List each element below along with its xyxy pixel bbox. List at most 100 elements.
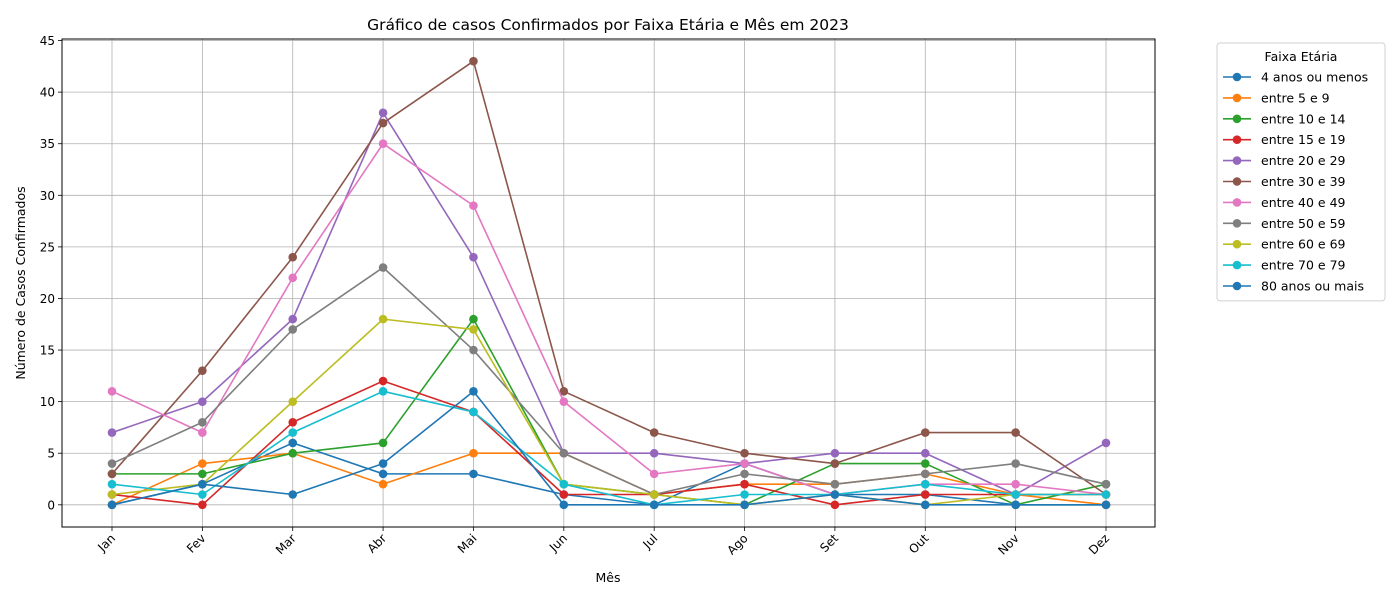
- data-point: [378, 479, 388, 489]
- data-point: [288, 252, 298, 262]
- data-point: [378, 314, 388, 324]
- data-point: [559, 397, 569, 406]
- legend-marker: [1232, 281, 1242, 291]
- legend-marker: [1232, 93, 1242, 103]
- legend: Faixa Etária 4 anos ou menos entre 5 e 9 en…: [1216, 42, 1386, 302]
- data-point: [830, 459, 840, 468]
- data-point: [1011, 459, 1020, 468]
- data-point: [469, 314, 478, 324]
- data-point: [649, 500, 659, 510]
- data-point: [288, 490, 298, 499]
- x-tick-label: Nov: [995, 531, 1021, 557]
- data-point: [469, 469, 478, 479]
- data-point: [740, 490, 749, 499]
- legend-box: [1216, 42, 1386, 302]
- data-point: [288, 428, 298, 437]
- series-line: [111, 318, 1106, 506]
- legend-item: entre 70 e 79: [1223, 258, 1346, 273]
- data-point: [1101, 479, 1111, 489]
- data-point: [378, 438, 388, 448]
- y-tick-label: 40: [40, 86, 55, 100]
- data-point: [469, 345, 478, 355]
- x-tick-label: Fev: [184, 531, 209, 556]
- data-point: [107, 469, 117, 479]
- data-point: [469, 448, 478, 458]
- data-point: [198, 469, 207, 479]
- x-axis-label: Mês: [596, 570, 621, 585]
- data-point: [469, 407, 478, 417]
- x-tick-label: Jun: [546, 531, 570, 555]
- x-tick-label: Mai: [455, 531, 480, 556]
- legend-label: entre 20 e 29: [1261, 153, 1346, 168]
- legend-label: entre 15 e 19: [1261, 132, 1346, 147]
- legend-item: entre 15 e 19: [1223, 132, 1346, 147]
- x-tick-label: Mar: [273, 531, 299, 557]
- data-point: [198, 500, 207, 510]
- legend-label: entre 60 e 69: [1261, 237, 1346, 252]
- data-point: [378, 118, 388, 128]
- legend-marker: [1232, 260, 1242, 270]
- data-point: [469, 56, 478, 66]
- x-tick-label: Jul: [639, 531, 660, 552]
- data-point: [830, 448, 840, 458]
- data-point: [830, 490, 840, 499]
- legend-label: entre 10 e 14: [1261, 111, 1346, 126]
- data-point: [107, 387, 117, 396]
- legend-marker: [1232, 219, 1242, 228]
- legend-item: entre 5 e 9: [1223, 90, 1330, 105]
- data-point: [378, 459, 388, 468]
- data-point: [920, 469, 930, 479]
- series-line: [111, 380, 1106, 506]
- legend-item: entre 30 e 39: [1223, 174, 1346, 189]
- data-point: [920, 428, 930, 437]
- data-point: [740, 500, 749, 510]
- data-point: [107, 428, 117, 437]
- legend-label: 80 anos ou mais: [1261, 279, 1364, 294]
- legend-label: entre 50 e 59: [1261, 216, 1346, 231]
- data-point: [288, 417, 298, 427]
- legend-marker: [1232, 156, 1242, 165]
- data-point: [740, 459, 749, 468]
- x-tick-label: Ago: [724, 531, 750, 557]
- data-point: [559, 500, 569, 510]
- legend-label: entre 70 e 79: [1261, 258, 1346, 273]
- series-line: [111, 390, 1106, 506]
- legend-item: 4 anos ou menos: [1223, 70, 1368, 85]
- series-5: [107, 108, 1111, 499]
- data-point: [378, 376, 388, 386]
- data-point: [198, 366, 207, 375]
- y-axis: 0 5 10 15 20 25 30 35 40 45: [40, 34, 62, 512]
- data-point: [559, 479, 569, 489]
- data-point: [920, 490, 930, 499]
- data-point: [469, 201, 478, 210]
- data-point: [649, 448, 659, 458]
- legend-marker: [1232, 114, 1242, 124]
- data-point: [649, 428, 659, 437]
- legend-item: entre 20 e 29: [1223, 153, 1346, 168]
- data-point: [1101, 490, 1111, 499]
- y-tick-label: 45: [40, 34, 55, 48]
- legend-item: entre 40 e 49: [1223, 195, 1346, 210]
- y-tick-label: 10: [40, 395, 55, 409]
- data-point: [920, 459, 930, 468]
- data-point: [649, 469, 659, 479]
- data-point: [198, 417, 207, 427]
- y-tick-label: 5: [47, 447, 55, 461]
- legend-title: Faixa Etária: [1265, 49, 1338, 64]
- data-point: [559, 448, 569, 458]
- data-point: [198, 490, 207, 499]
- x-tick-label: Jan: [94, 531, 118, 555]
- series-line: [111, 442, 1106, 506]
- data-point: [107, 459, 117, 468]
- data-point: [740, 479, 749, 489]
- data-point: [740, 448, 749, 458]
- data-point: [559, 387, 569, 396]
- legend-marker: [1232, 198, 1242, 207]
- data-point: [198, 479, 207, 489]
- y-tick-label: 15: [40, 344, 55, 358]
- data-point: [378, 469, 388, 479]
- y-tick-label: 0: [47, 498, 55, 512]
- legend-item: entre 50 e 59: [1223, 216, 1346, 231]
- data-point: [469, 325, 478, 334]
- data-point: [378, 263, 388, 272]
